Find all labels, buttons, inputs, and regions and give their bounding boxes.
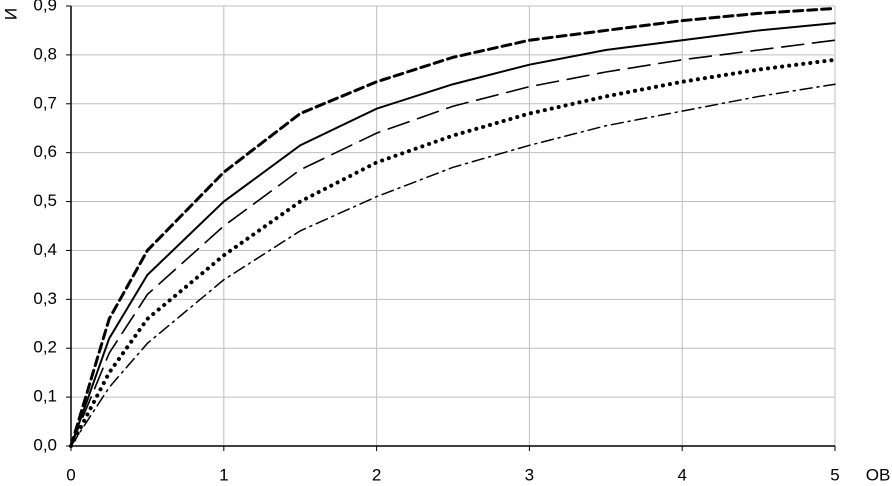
x-tick-label: 2	[372, 465, 381, 484]
y-tick-label: 0,4	[33, 240, 57, 259]
data-line	[70, 39, 836, 447]
y-tick-label: 0,5	[33, 191, 57, 210]
x-axis-label: OB	[866, 465, 891, 484]
y-tick-label: 0,0	[33, 435, 57, 454]
x-tick-label: 1	[219, 465, 228, 484]
y-tick-label: 0,7	[33, 93, 57, 112]
data-line	[69, 6, 837, 448]
data-line	[70, 83, 836, 447]
x-tick-label: 3	[525, 465, 534, 484]
y-tick-label: 0,2	[33, 338, 57, 357]
y-tick-label: 0,1	[33, 387, 57, 406]
x-tick-label: 4	[677, 465, 686, 484]
data-line	[69, 57, 837, 448]
y-tick-label: 0,6	[33, 142, 57, 161]
x-tick-label: 5	[830, 465, 839, 484]
y-tick-label: 0,9	[33, 0, 57, 14]
y-tick-label: 0,8	[33, 44, 57, 63]
y-axis-label: И	[1, 8, 20, 20]
y-tick-label: 0,3	[33, 289, 57, 308]
x-tick-label: 0	[66, 465, 75, 484]
data-line	[70, 22, 836, 447]
